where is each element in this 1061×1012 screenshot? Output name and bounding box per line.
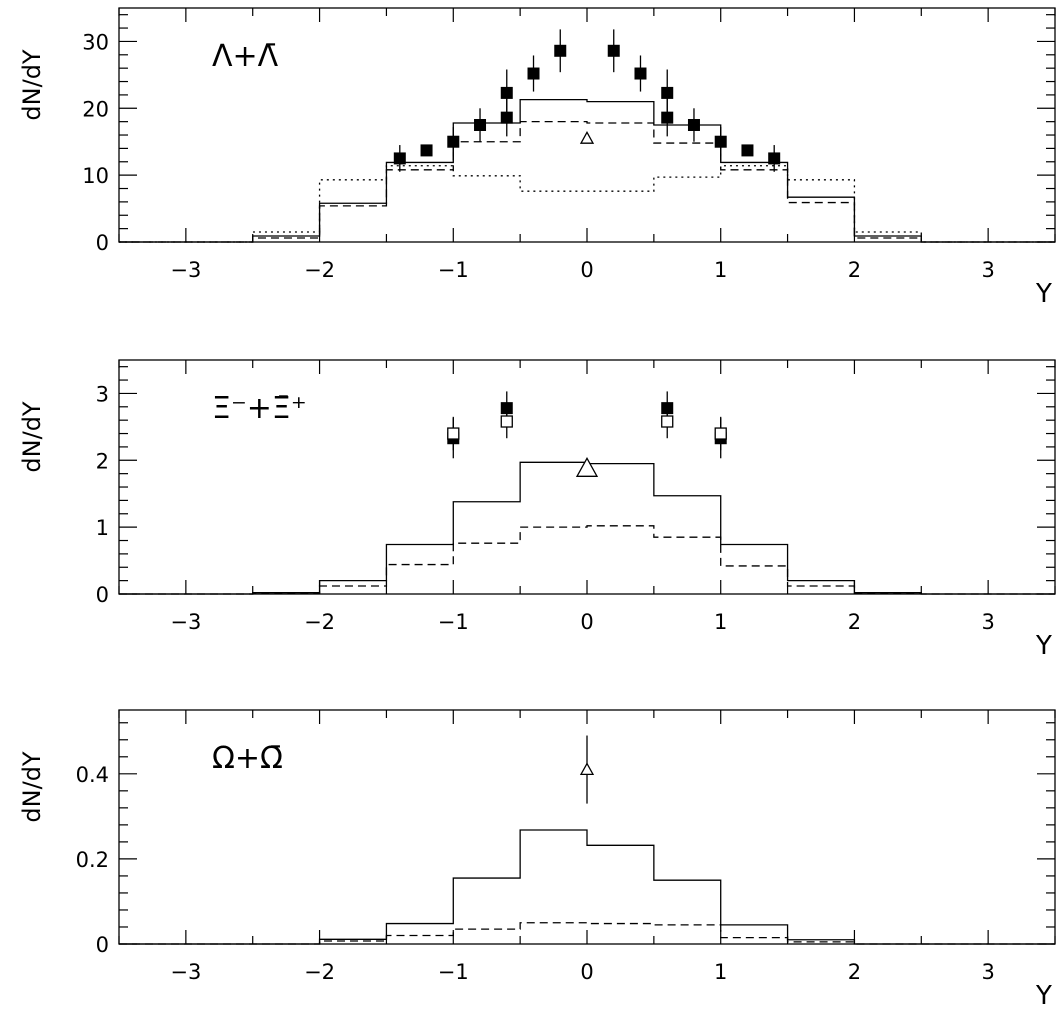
y-axis-label: dN/dY — [18, 49, 46, 121]
y-tick-label: 1 — [96, 516, 109, 540]
y-tick-label: 2 — [96, 449, 109, 473]
panel-omega: −3 −2 −1 0 1 2 3 0 0.2 0.4 dN/dY Y Ω+Ω̄ — [18, 709, 1056, 1011]
data-point-filled-square — [474, 119, 487, 131]
y-axis-label: dN/dY — [18, 401, 46, 473]
x-tick-label: 3 — [981, 258, 994, 282]
x-tick-label: 3 — [981, 960, 994, 984]
x-tick-label: 0 — [580, 610, 593, 634]
x-tick-label: −1 — [438, 258, 469, 282]
data-point-filled-square — [634, 67, 647, 80]
x-tick-label: 2 — [848, 960, 861, 984]
data-point-filled-square — [661, 86, 674, 99]
data-point-filled-square — [741, 144, 754, 157]
data-point-filled-square — [607, 44, 620, 57]
data-point-open-triangle — [575, 456, 599, 477]
x-tick-label: 1 — [714, 960, 727, 984]
x-tick-label: −3 — [170, 610, 201, 634]
data-point-filled-square — [554, 44, 567, 57]
histogram-solid — [119, 461, 1055, 595]
y-tick-label: 0 — [96, 583, 109, 607]
y-axis-label: dN/dY — [18, 751, 46, 823]
data-point-filled-square — [661, 111, 674, 124]
x-axis-label: Y — [1035, 279, 1052, 309]
x-tick-label: 0 — [580, 258, 593, 282]
data-point-filled-square — [500, 111, 513, 124]
x-tick-label: 1 — [714, 610, 727, 634]
x-tick-label: −3 — [170, 258, 201, 282]
histogram-solid — [119, 829, 1055, 945]
x-tick-label: −2 — [304, 960, 335, 984]
y-tick-label: 0 — [96, 933, 109, 957]
x-axis-label: Y — [1035, 631, 1052, 661]
particle-label: Ω+Ω̄ — [212, 741, 283, 776]
particle-label: Ξ⁻+Ξ̄⁺ — [212, 391, 307, 426]
x-axis-label: Y — [1035, 981, 1052, 1011]
x-tick-label: −2 — [304, 610, 335, 634]
data-point-open-square — [661, 415, 674, 428]
data-point-open-square — [714, 427, 727, 440]
particle-label: Λ+Λ̄ — [212, 39, 279, 74]
data-point-filled-square — [714, 135, 727, 148]
y-tick-label: 0.4 — [76, 763, 109, 787]
y-tick-label: 3 — [96, 382, 109, 406]
data-point-filled-square — [687, 119, 700, 131]
x-tick-label: 0 — [580, 960, 593, 984]
y-tick-label: 30 — [82, 30, 109, 54]
x-tick-label: −1 — [438, 960, 469, 984]
x-tick-label: −2 — [304, 258, 335, 282]
data-point-filled-square — [500, 86, 513, 99]
data-point-open-square — [500, 415, 513, 428]
panel-xi: −3 −2 −1 0 1 2 3 0 1 2 3 dN/dY Y Ξ⁻+Ξ̄⁺ — [18, 359, 1056, 661]
x-tick-label: −1 — [438, 610, 469, 634]
x-tick-label: 2 — [848, 258, 861, 282]
data-point-open-triangle — [579, 131, 595, 144]
histogram-solid — [119, 98, 1055, 243]
data-point-filled-square — [420, 144, 433, 157]
y-tick-label: 0.2 — [76, 848, 109, 872]
x-tick-label: 2 — [848, 610, 861, 634]
x-tick-label: −3 — [170, 960, 201, 984]
y-tick-label: 0 — [96, 231, 109, 255]
data-point-filled-square — [527, 67, 540, 80]
histogram-dotted — [119, 165, 1055, 243]
x-tick-label: 1 — [714, 258, 727, 282]
x-tick-label: 3 — [981, 610, 994, 634]
data-point-open-square — [447, 427, 460, 440]
histogram-dashed — [119, 525, 1055, 595]
y-tick-label: 20 — [82, 97, 109, 121]
data-point-open-triangle — [579, 762, 595, 776]
y-tick-label: 10 — [82, 164, 109, 188]
data-point-filled-square — [447, 135, 460, 148]
histogram-dashed — [119, 121, 1055, 243]
data-point-filled-square — [393, 152, 406, 165]
data-point-filled-square — [768, 152, 781, 165]
